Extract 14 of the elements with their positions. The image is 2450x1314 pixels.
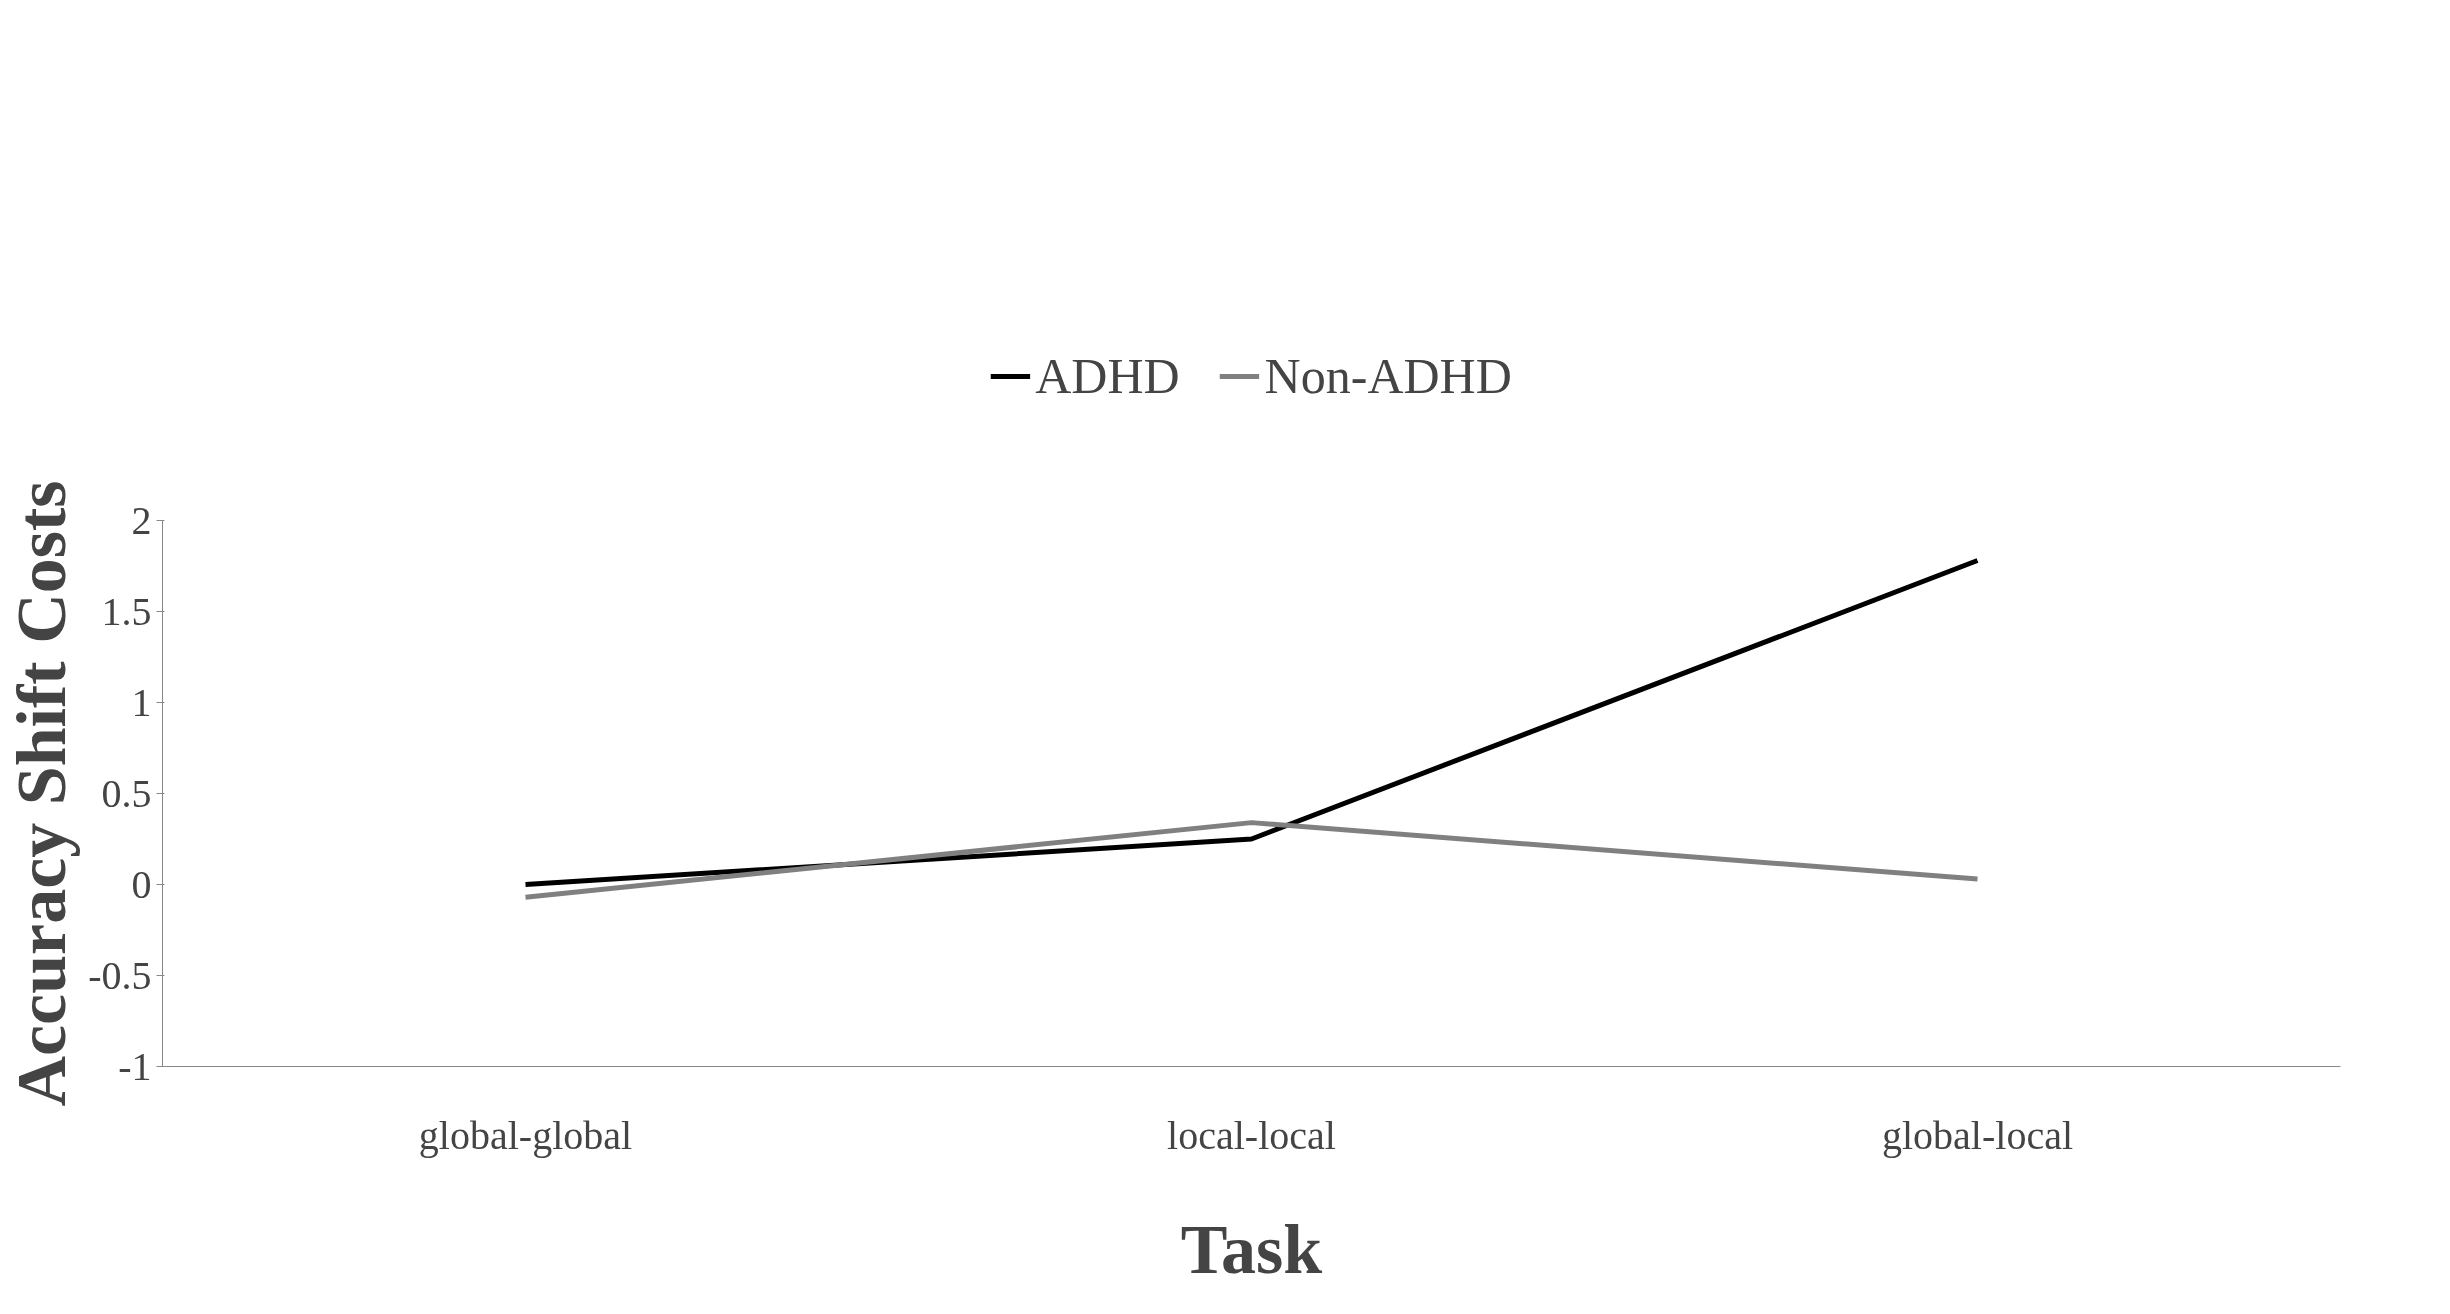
y-tick-label: -0.5	[88, 952, 152, 998]
x-tick-label: global-global	[418, 1112, 633, 1158]
x-tick-label: global-local	[1881, 1112, 2074, 1158]
y-tick-label: 2	[131, 497, 152, 543]
x-tick-label: local-local	[1167, 1112, 1336, 1158]
y-axis-title: Accuracy Shift Costs	[3, 480, 81, 1107]
y-tick-label: -1	[118, 1043, 152, 1089]
x-axis-title: Task	[1180, 1210, 1323, 1288]
y-tick-label: 0	[131, 861, 152, 907]
y-tick-label: 0.5	[101, 770, 152, 816]
legend-label: ADHD	[1035, 346, 1180, 405]
y-tick-label: 1.5	[101, 588, 152, 634]
y-tick-label: 1	[131, 679, 152, 725]
legend-label: Non-ADHD	[1264, 346, 1512, 405]
